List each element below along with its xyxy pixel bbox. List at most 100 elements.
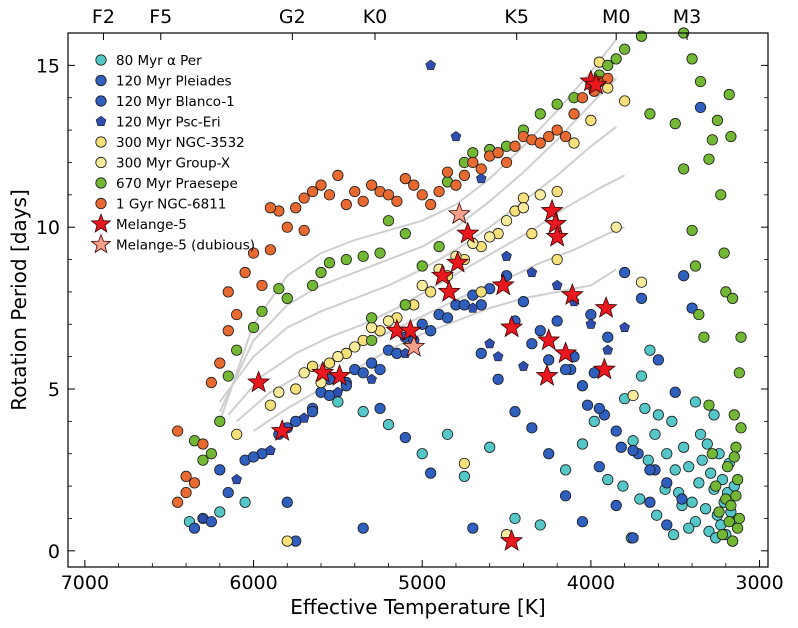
star-point bbox=[584, 72, 608, 95]
point-alpha_per bbox=[689, 396, 702, 408]
x-tick-label: 3000 bbox=[735, 572, 783, 594]
point-ngc3532 bbox=[475, 286, 487, 298]
point-group_x bbox=[610, 221, 622, 233]
star-point bbox=[540, 198, 564, 221]
point-alpha_per bbox=[239, 496, 251, 508]
point-pleiades bbox=[619, 266, 631, 279]
point-alpha_per bbox=[708, 409, 720, 421]
point-praesepe bbox=[716, 529, 729, 541]
point-pleiades bbox=[188, 522, 201, 534]
point-praesepe bbox=[644, 108, 656, 120]
star-point bbox=[447, 202, 471, 225]
legend-label: 300 Myr Group-X bbox=[116, 156, 230, 172]
point-praesepe bbox=[710, 480, 722, 492]
point-ngc6811 bbox=[458, 169, 470, 181]
point-alpha_per bbox=[382, 418, 395, 431]
point-pleiades bbox=[475, 347, 487, 359]
point-ngc6811 bbox=[323, 189, 336, 201]
point-praesepe bbox=[735, 422, 747, 434]
point-ngc6811 bbox=[306, 185, 319, 198]
x-tick-label: 5000 bbox=[398, 572, 446, 594]
point-praesepe bbox=[399, 299, 411, 311]
series-blanco1 bbox=[214, 299, 688, 505]
point-ngc6811 bbox=[298, 192, 310, 204]
point-praesepe bbox=[635, 30, 648, 42]
point-pleiades bbox=[694, 101, 707, 114]
point-ngc3532 bbox=[290, 383, 302, 395]
point-blanco1 bbox=[441, 312, 454, 324]
plot-frame bbox=[67, 32, 769, 568]
spectral-type-axis: F2 F5 G2 K0 K5 M0 M3 bbox=[92, 6, 701, 40]
point-praesepe bbox=[726, 292, 739, 304]
point-alpha_per bbox=[669, 464, 681, 476]
point-ngc3532 bbox=[551, 185, 563, 198]
point-ngc6811 bbox=[475, 163, 487, 175]
point-blanco1 bbox=[543, 354, 555, 366]
star-point bbox=[535, 363, 559, 386]
legend-label: Melange-5 (dubious) bbox=[116, 238, 255, 254]
point-praesepe bbox=[273, 283, 285, 295]
point-alpha_per bbox=[357, 406, 369, 418]
point-praesepe bbox=[703, 399, 715, 411]
point-ngc6811 bbox=[281, 221, 293, 233]
x-axis-label: Effective Temperature [K] bbox=[290, 595, 545, 619]
point-praesepe bbox=[721, 461, 734, 473]
point-praesepe bbox=[315, 266, 327, 279]
point-pleiades bbox=[627, 532, 639, 544]
star-point bbox=[592, 357, 616, 380]
point-psc_eri bbox=[484, 338, 495, 349]
point-ngc6811 bbox=[450, 179, 462, 191]
point-pleiades bbox=[374, 402, 386, 415]
point-ngc6811 bbox=[441, 166, 454, 178]
point-blanco1 bbox=[627, 444, 639, 457]
y-tick-label: 10 bbox=[36, 217, 60, 239]
x-tick-label: 4000 bbox=[567, 572, 615, 594]
point-alpha_per bbox=[694, 428, 707, 440]
point-blanco1 bbox=[214, 464, 226, 476]
point-praesepe bbox=[726, 535, 739, 547]
point-ngc6811 bbox=[425, 198, 437, 211]
point-blanco1 bbox=[374, 363, 386, 376]
point-group_x bbox=[484, 231, 496, 243]
legend-label: 120 Myr Psc-Eri bbox=[116, 115, 221, 131]
point-praesepe bbox=[730, 441, 742, 453]
point-pleiades bbox=[615, 441, 627, 453]
star-point bbox=[270, 418, 294, 441]
point-pleiades bbox=[576, 516, 589, 528]
star-point bbox=[500, 315, 524, 338]
point-praesepe bbox=[214, 415, 226, 427]
point-alpha_per bbox=[661, 448, 673, 460]
point-praesepe bbox=[247, 321, 260, 334]
point-alpha_per bbox=[693, 477, 705, 489]
point-ngc6811 bbox=[500, 156, 513, 169]
point-pleiades bbox=[543, 448, 555, 460]
point-psc_eri bbox=[475, 173, 487, 184]
point-praesepe bbox=[534, 108, 546, 120]
point-blanco1 bbox=[425, 325, 437, 337]
point-ngc3532 bbox=[568, 137, 580, 149]
point-praesepe bbox=[732, 474, 744, 486]
point-praesepe bbox=[703, 153, 715, 165]
point-ngc6811 bbox=[222, 325, 234, 337]
point-alpha_per bbox=[484, 441, 496, 453]
point-ngc3532 bbox=[231, 428, 243, 440]
spectral-type-label: M3 bbox=[673, 6, 701, 28]
point-ngc6811 bbox=[382, 189, 395, 201]
point-group_x bbox=[534, 189, 546, 201]
legend-marker bbox=[95, 136, 107, 148]
point-praesepe bbox=[715, 189, 727, 201]
point-alpha_per bbox=[534, 519, 546, 531]
y-tick-label: 15 bbox=[36, 55, 60, 77]
point-ngc6811 bbox=[264, 202, 277, 214]
point-ngc6811 bbox=[180, 486, 192, 499]
point-ngc6811 bbox=[467, 156, 479, 169]
point-psc_eri bbox=[526, 266, 538, 277]
data-points bbox=[172, 27, 747, 551]
point-praesepe bbox=[689, 260, 702, 272]
point-pleiades bbox=[357, 522, 369, 534]
point-praesepe bbox=[366, 312, 378, 324]
point-ngc6811 bbox=[315, 179, 327, 191]
legend-label: 1 Gyr NGC-6811 bbox=[116, 197, 226, 213]
point-praesepe bbox=[231, 344, 243, 356]
point-blanco1 bbox=[306, 406, 319, 418]
